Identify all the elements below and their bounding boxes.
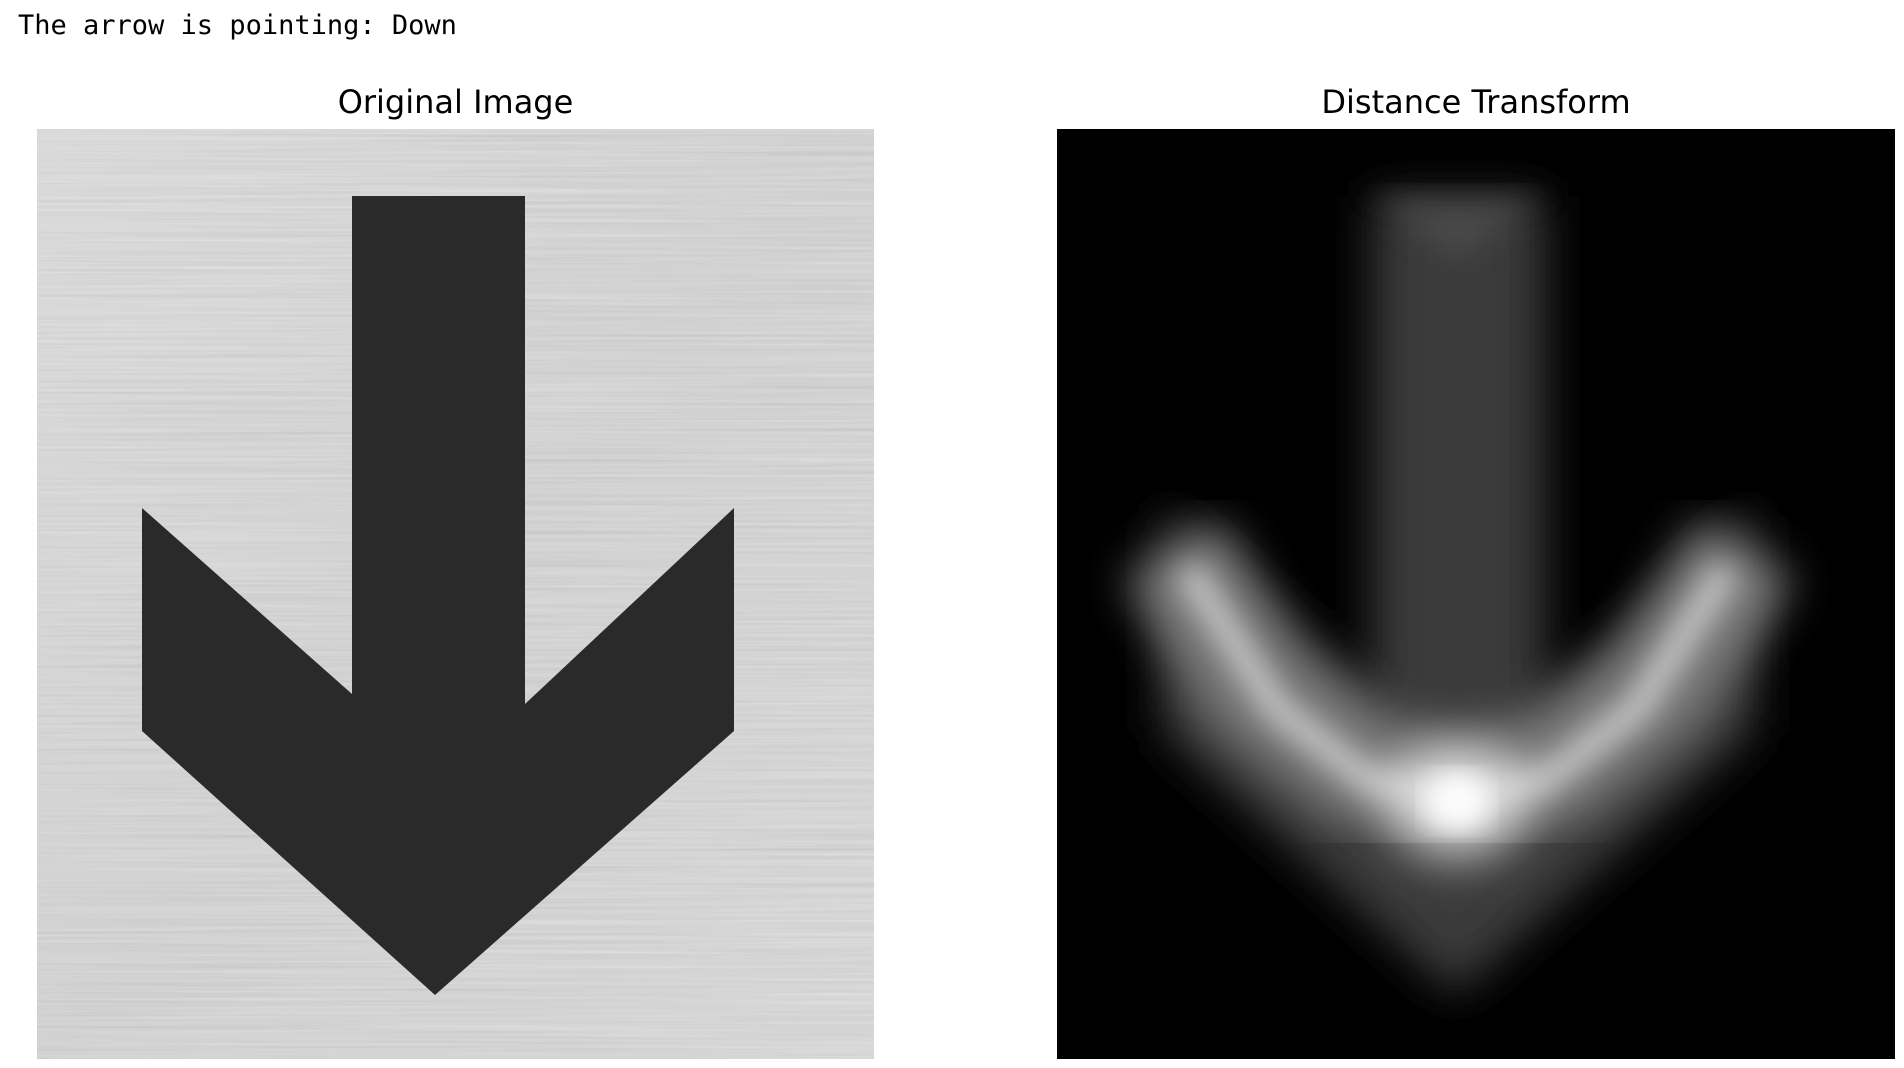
- distance-transform-axes: [1057, 129, 1895, 1059]
- distance-transform-image: [1057, 129, 1895, 1059]
- original-image-title: Original Image: [337, 83, 574, 121]
- distance-transform-title: Distance Transform: [1321, 83, 1631, 121]
- original-image-axes: [37, 129, 874, 1059]
- down-arrow-shape: [142, 196, 734, 995]
- output-text: The arrow is pointing: Down: [18, 10, 457, 41]
- original-image: [37, 129, 874, 1059]
